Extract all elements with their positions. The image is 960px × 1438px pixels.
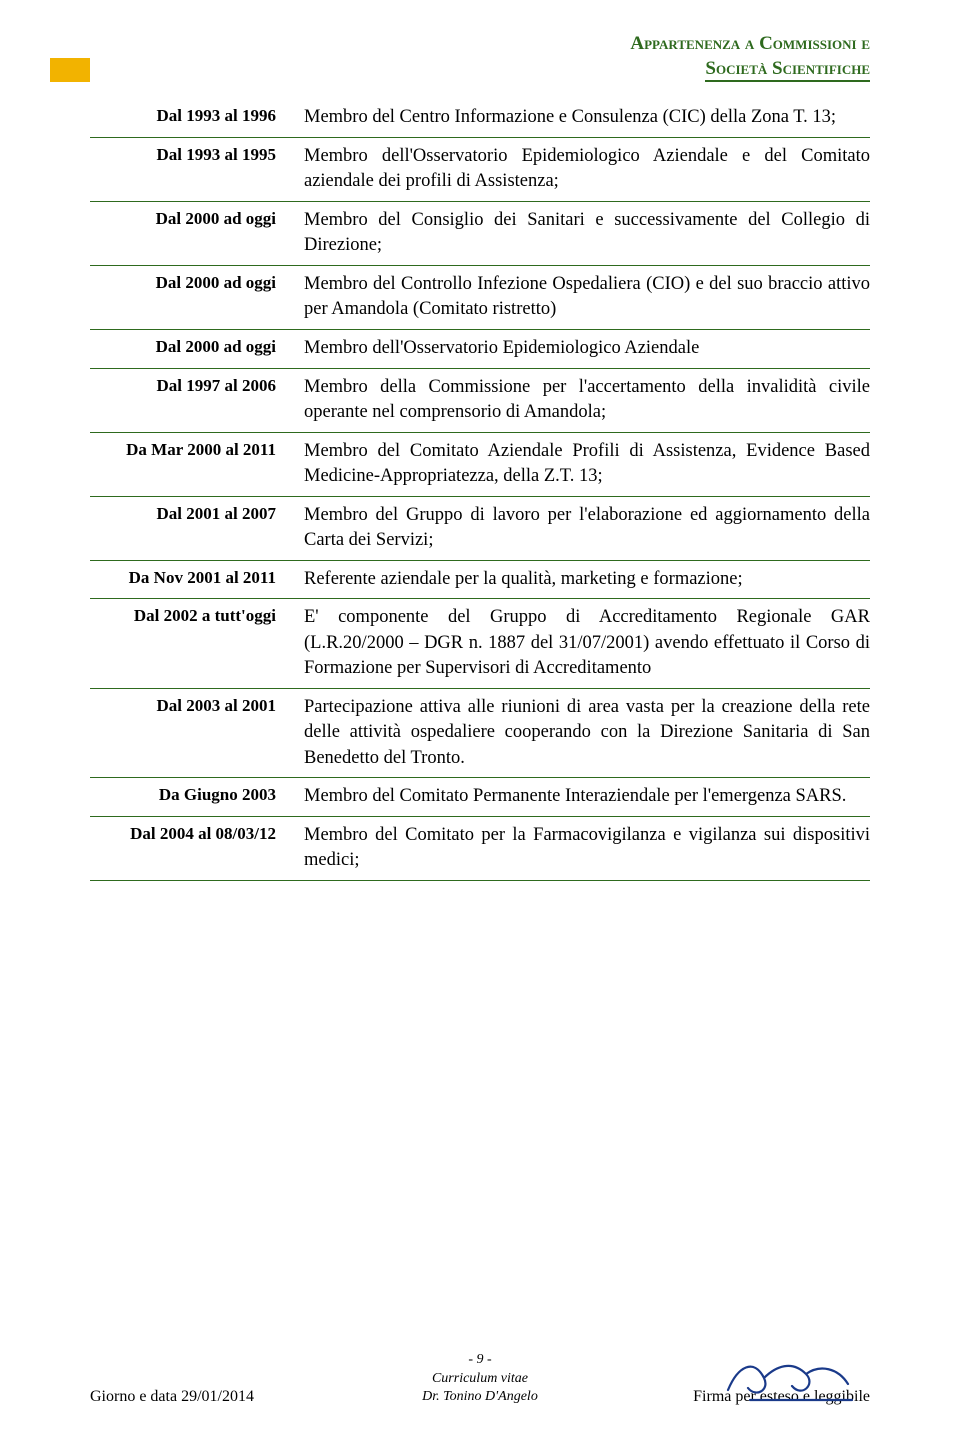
entry-date: Dal 2000 ad oggi [90, 266, 290, 329]
section-title-line2: Società Scientifiche [705, 58, 870, 82]
entry-date: Da Giugno 2003 [90, 778, 290, 816]
table-row: Da Nov 2001 al 2011Referente aziendale p… [90, 561, 870, 600]
entry-date: Da Nov 2001 al 2011 [90, 561, 290, 599]
entry-description: Membro del Comitato per la Farmacovigila… [290, 817, 870, 880]
table-row: Dal 2002 a tutt'oggiE' componente del Gr… [90, 599, 870, 689]
entry-date: Dal 2001 al 2007 [90, 497, 290, 560]
footer-author: Dr. Tonino D'Angelo [422, 1389, 538, 1404]
entry-date: Dal 2000 ad oggi [90, 202, 290, 265]
accent-bar [50, 58, 90, 82]
section-title-line1: Appartenenza a Commissioni e [630, 33, 870, 54]
entry-description: Membro dell'Osservatorio Epidemiologico … [290, 330, 870, 368]
entry-description: Membro del Gruppo di lavoro per l'elabor… [290, 497, 870, 560]
entry-description: Membro del Centro Informazione e Consule… [290, 99, 870, 137]
entry-description: Membro del Comitato Aziendale Profili di… [290, 433, 870, 496]
table-row: Dal 2000 ad oggiMembro del Controllo Inf… [90, 266, 870, 330]
table-row: Da Giugno 2003Membro del Comitato Perman… [90, 778, 870, 817]
table-row: Dal 2001 al 2007Membro del Gruppo di lav… [90, 497, 870, 561]
entry-date: Da Mar 2000 al 2011 [90, 433, 290, 496]
table-row: Dal 2004 al 08/03/12Membro del Comitato … [90, 817, 870, 881]
entry-date: Dal 1997 al 2006 [90, 369, 290, 432]
footer-page-number: - 9 - [468, 1352, 491, 1367]
footer-cv-label: Curriculum vitae [432, 1371, 528, 1386]
page-footer: - 9 - Curriculum vitae Dr. Tonino D'Ange… [0, 1388, 960, 1406]
table-row: Dal 2003 al 2001Partecipazione attiva al… [90, 689, 870, 779]
page: Appartenenza a Commissioni e Società Sci… [0, 0, 960, 1438]
entry-description: Membro del Comitato Permanente Interazie… [290, 778, 870, 816]
entry-description: Referente aziendale per la qualità, mark… [290, 561, 870, 599]
entry-description: Membro dell'Osservatorio Epidemiologico … [290, 138, 870, 201]
entry-date: Dal 2004 al 08/03/12 [90, 817, 290, 880]
entry-description: E' componente del Gruppo di Accreditamen… [290, 599, 870, 688]
entry-description: Membro del Controllo Infezione Ospedalie… [290, 266, 870, 329]
table-row: Da Mar 2000 al 2011Membro del Comitato A… [90, 433, 870, 497]
entry-date: Dal 2003 al 2001 [90, 689, 290, 778]
entry-description: Membro della Commissione per l'accertame… [290, 369, 870, 432]
table-row: Dal 2000 ad oggiMembro del Consiglio dei… [90, 202, 870, 266]
entry-description: Partecipazione attiva alle riunioni di a… [290, 689, 870, 778]
table-row: Dal 1997 al 2006Membro della Commissione… [90, 369, 870, 433]
section-title: Appartenenza a Commissioni e Società Sci… [90, 32, 870, 81]
entries-table: Dal 1993 al 1996Membro del Centro Inform… [90, 99, 870, 880]
entry-date: Dal 2000 ad oggi [90, 330, 290, 368]
entry-date: Dal 1993 al 1996 [90, 99, 290, 137]
table-row: Dal 2000 ad oggiMembro dell'Osservatorio… [90, 330, 870, 369]
section-header: Appartenenza a Commissioni e Società Sci… [90, 32, 870, 81]
table-row: Dal 1993 al 1996Membro del Centro Inform… [90, 99, 870, 138]
entry-date: Dal 1993 al 1995 [90, 138, 290, 201]
footer-signature-area: Firma per esteso e leggibile [693, 1388, 870, 1406]
entry-description: Membro del Consiglio dei Sanitari e succ… [290, 202, 870, 265]
signature-icon [720, 1344, 860, 1408]
table-row: Dal 1993 al 1995Membro dell'Osservatorio… [90, 138, 870, 202]
entry-date: Dal 2002 a tutt'oggi [90, 599, 290, 688]
